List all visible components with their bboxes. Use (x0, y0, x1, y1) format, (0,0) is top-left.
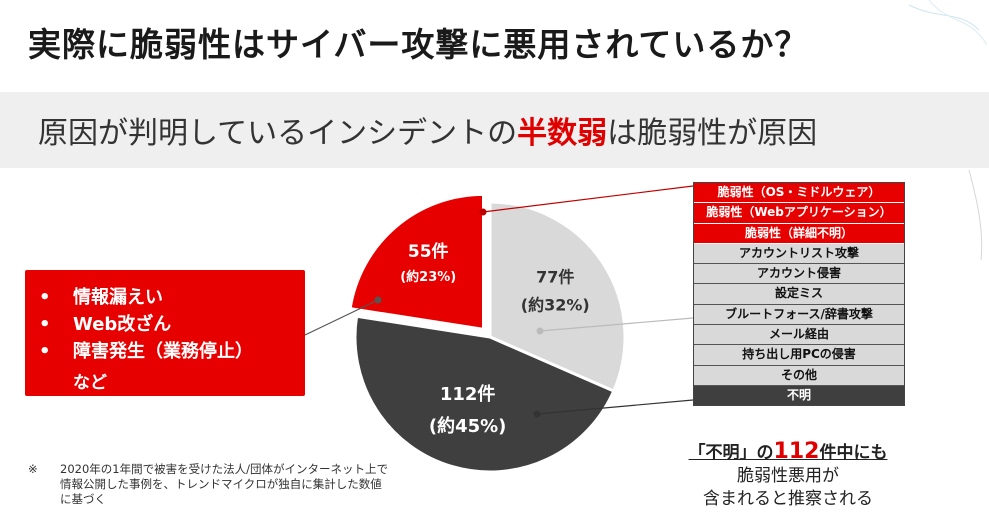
leader-red-legend-dot (479, 208, 487, 216)
leader-gray-legend (539, 317, 694, 332)
bottom-message-line3: 含まれると推察される (703, 489, 873, 509)
slide-title: 実際に脆弱性はサイバー攻撃に悪用されているか？ (28, 25, 809, 64)
leader-gray-legend-dot (536, 327, 544, 335)
slice-label-pct-32: (約32%) (521, 295, 590, 314)
legend-item-3: アカウントリスト攻撃 (694, 243, 904, 265)
bottom-message: 「不明」の112件中にも 脆弱性悪用が 含まれると推察される (668, 440, 908, 511)
callout-etc: など (73, 373, 107, 393)
callout-item-leak: • 情報漏えい (39, 287, 163, 308)
legend-item-4: アカウント侵害 (694, 264, 904, 285)
callout-item-outage: • 障害発生（業務停止） (39, 341, 253, 362)
subtitle-before: 原因が判明しているインシデントの (38, 116, 518, 151)
legend-item-1: 脆弱性（Webアプリケーション） (694, 203, 904, 224)
slice-label-count-112: 112件 (440, 383, 496, 405)
slice-label-pct-23: (約23%) (400, 269, 456, 285)
subtitle-band (0, 92, 989, 168)
decorative-lines (908, 0, 988, 261)
legend-item-8: 持ち出し用PCの侵害 (694, 345, 904, 366)
leader-dark-legend-dot (533, 410, 541, 418)
callout-item-web: • Web改ざん (39, 314, 172, 335)
legend-item-2: 脆弱性（詳細不明） (694, 223, 904, 244)
leader-red-callout-dot (374, 296, 382, 304)
pie-slice-112 (353, 314, 616, 474)
pie-slice-55 (348, 192, 485, 332)
slice-label-pct-45: (約45%) (429, 415, 507, 437)
cause-legend: 脆弱性（OS・ミドルウェア） 脆弱性（Webアプリケーション） 脆弱性（詳細不明）ア… (693, 182, 905, 407)
subtitle-highlight: 半数弱 (517, 116, 608, 151)
slice-label-count-77: 77件 (536, 267, 574, 286)
bottom-message-line1: 「不明」の112件中にも (688, 439, 888, 464)
subtitle: 原因が判明しているインシデントの半数弱は脆弱性が原因 (38, 108, 958, 152)
slice-label-count-55: 55件 (408, 241, 449, 262)
legend-item-6: ブルートフォース/辞書攻撃 (694, 304, 904, 326)
legend-item-5: 設定ミス (694, 284, 904, 305)
leader-red-callout (304, 299, 379, 336)
impact-callout: • 情報漏えい • Web改ざん • 障害発生（業務停止） など (25, 270, 305, 396)
footnote-mark: ※ (28, 462, 38, 476)
subtitle-after: は脆弱性が原因 (607, 116, 818, 151)
leader-dark-legend (536, 399, 694, 415)
legend-item-9: その他 (694, 365, 904, 386)
footnote-text: 2020年の1年間で被害を受けた法人/団体がインターネット上で情報公開した事例を… (60, 462, 388, 506)
legend-item-10: 不明 (694, 385, 904, 406)
footnote: ※ 2020年の1年間で被害を受けた法人/団体がインターネット上で情報公開した事… (28, 462, 388, 507)
pie-slice-77 (488, 200, 627, 394)
legend-item-7: メール経由 (694, 325, 904, 346)
leader-red-legend (482, 185, 694, 213)
legend-item-0: 脆弱性（OS・ミドルウェア） (694, 183, 904, 204)
bottom-message-line2: 脆弱性悪用が (737, 466, 839, 486)
